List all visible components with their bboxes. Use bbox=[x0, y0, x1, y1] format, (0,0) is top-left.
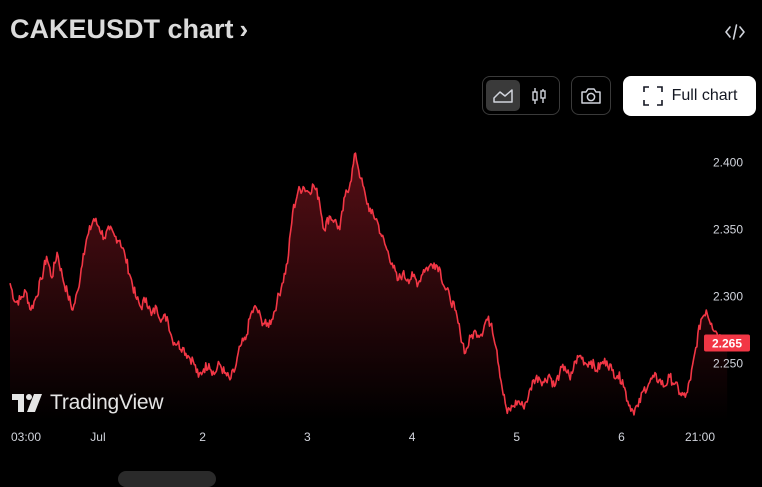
chevron-right-icon: › bbox=[239, 14, 249, 44]
camera-icon bbox=[581, 87, 601, 104]
x-tick-label: 6 bbox=[618, 430, 625, 444]
x-tick-label: 21:00 bbox=[685, 430, 715, 444]
price-area-fill bbox=[10, 153, 728, 420]
code-icon bbox=[725, 24, 745, 40]
y-tick-label: 2.350 bbox=[713, 223, 743, 237]
x-tick-label: 2 bbox=[199, 430, 206, 444]
scroll-handle[interactable] bbox=[118, 471, 216, 487]
y-tick-label: 2.250 bbox=[713, 357, 743, 371]
expand-icon bbox=[642, 86, 663, 106]
full-chart-button[interactable]: Full chart bbox=[623, 76, 756, 116]
chart-title-link[interactable]: CAKEUSDT chart › bbox=[10, 14, 248, 45]
x-tick-label: 03:00 bbox=[11, 430, 41, 444]
candlestick-chart-button[interactable] bbox=[523, 80, 557, 111]
snapshot-button[interactable] bbox=[571, 76, 611, 115]
area-chart-button[interactable] bbox=[486, 80, 520, 111]
price-line bbox=[9, 152, 728, 416]
chart-type-switcher bbox=[482, 76, 560, 115]
last-price-tag bbox=[704, 334, 750, 352]
tradingview-watermark[interactable]: TradingView bbox=[12, 391, 164, 415]
full-chart-label: Full chart bbox=[671, 87, 738, 104]
embed-code-button[interactable] bbox=[722, 20, 748, 44]
x-tick-label: 3 bbox=[304, 430, 311, 444]
area-chart-icon bbox=[493, 88, 513, 103]
x-tick-label: 5 bbox=[513, 430, 520, 444]
chart-title: CAKEUSDT chart bbox=[10, 14, 234, 44]
y-tick-label: 2.400 bbox=[713, 156, 743, 170]
tradingview-wordmark: TradingView bbox=[50, 391, 164, 414]
tradingview-logo-icon bbox=[12, 394, 42, 412]
last-price-label: 2.265 bbox=[712, 337, 742, 351]
x-tick-label: 4 bbox=[409, 430, 416, 444]
x-tick-label: Jul bbox=[90, 430, 105, 444]
candlestick-icon bbox=[532, 87, 546, 104]
y-tick-label: 2.300 bbox=[713, 290, 743, 304]
